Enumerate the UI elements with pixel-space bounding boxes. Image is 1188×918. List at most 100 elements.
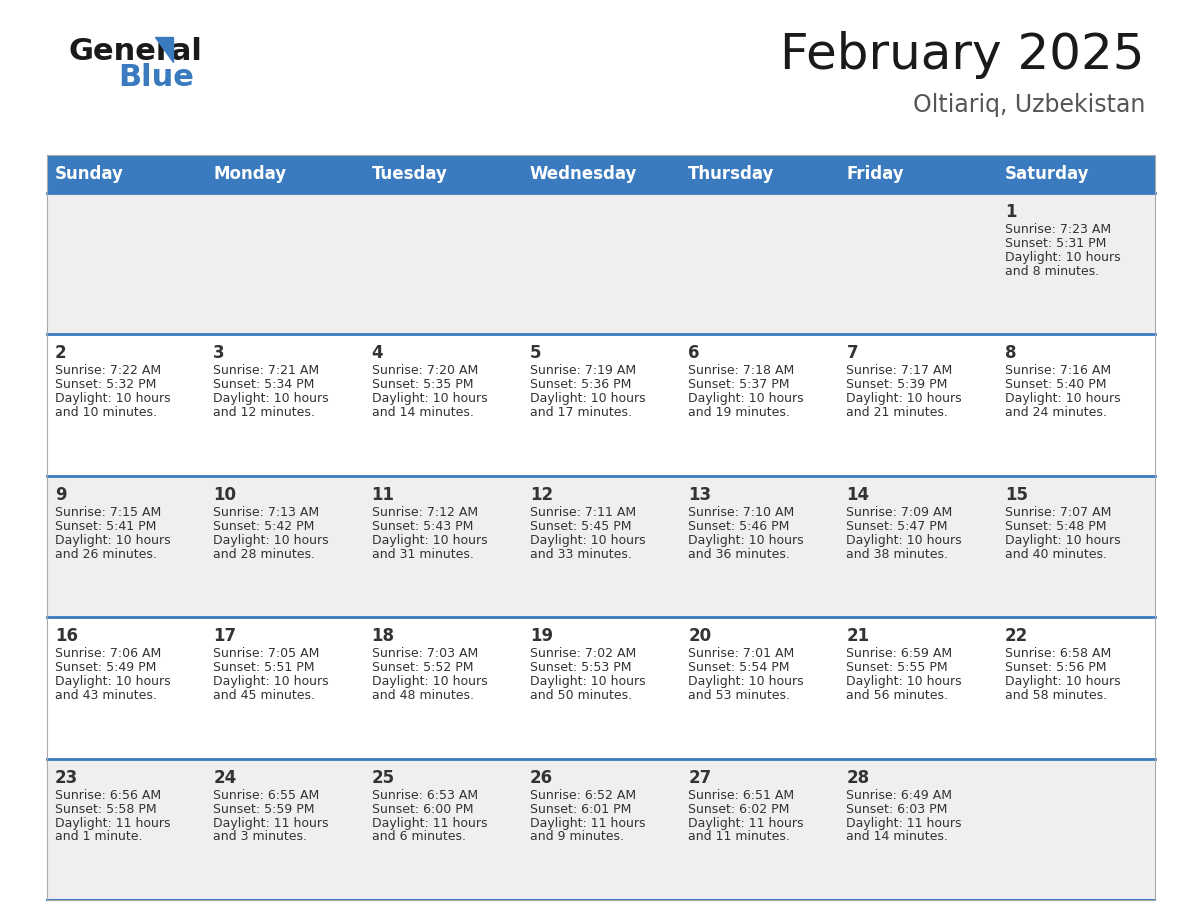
Text: 6: 6	[688, 344, 700, 363]
Text: Sunrise: 6:53 AM: Sunrise: 6:53 AM	[372, 789, 478, 801]
Text: and 28 minutes.: and 28 minutes.	[214, 548, 315, 561]
Text: Sunset: 5:52 PM: Sunset: 5:52 PM	[372, 661, 473, 674]
Bar	[48, 155, 1155, 900]
Text: Sunset: 5:46 PM: Sunset: 5:46 PM	[688, 520, 790, 532]
Text: 26: 26	[530, 768, 552, 787]
Text: 23: 23	[55, 768, 78, 787]
Text: 27: 27	[688, 768, 712, 787]
Text: Daylight: 10 hours: Daylight: 10 hours	[55, 533, 171, 547]
Text: 19: 19	[530, 627, 552, 645]
Text: Daylight: 11 hours: Daylight: 11 hours	[55, 816, 171, 830]
Text: Saturday: Saturday	[1005, 165, 1089, 183]
Text: Daylight: 10 hours: Daylight: 10 hours	[55, 392, 171, 406]
Text: Sunrise: 7:19 AM: Sunrise: 7:19 AM	[530, 364, 636, 377]
Text: Sunday: Sunday	[55, 165, 124, 183]
Text: Daylight: 11 hours: Daylight: 11 hours	[688, 816, 803, 830]
Text: 24: 24	[214, 768, 236, 787]
Text: Sunset: 5:54 PM: Sunset: 5:54 PM	[688, 661, 790, 674]
Text: Daylight: 10 hours: Daylight: 10 hours	[688, 392, 804, 406]
Text: Sunrise: 7:13 AM: Sunrise: 7:13 AM	[214, 506, 320, 519]
Text: 9: 9	[55, 486, 67, 504]
Text: Daylight: 10 hours: Daylight: 10 hours	[372, 533, 487, 547]
Text: 20: 20	[688, 627, 712, 645]
Text: Sunset: 5:34 PM: Sunset: 5:34 PM	[214, 378, 315, 391]
Text: 1: 1	[1005, 203, 1016, 221]
Text: 28: 28	[846, 768, 870, 787]
Text: Daylight: 11 hours: Daylight: 11 hours	[214, 816, 329, 830]
Text: 11: 11	[372, 486, 394, 504]
Text: Sunrise: 7:17 AM: Sunrise: 7:17 AM	[846, 364, 953, 377]
Text: 4: 4	[372, 344, 384, 363]
Text: Daylight: 10 hours: Daylight: 10 hours	[1005, 675, 1120, 688]
Text: Daylight: 10 hours: Daylight: 10 hours	[372, 675, 487, 688]
Text: Sunset: 5:36 PM: Sunset: 5:36 PM	[530, 378, 631, 391]
Text: Daylight: 10 hours: Daylight: 10 hours	[846, 392, 962, 406]
Text: Daylight: 10 hours: Daylight: 10 hours	[55, 675, 171, 688]
Bar	[48, 193, 1155, 334]
Text: Sunrise: 7:10 AM: Sunrise: 7:10 AM	[688, 506, 795, 519]
Text: Sunrise: 7:01 AM: Sunrise: 7:01 AM	[688, 647, 795, 660]
Text: 21: 21	[846, 627, 870, 645]
Text: Sunset: 5:51 PM: Sunset: 5:51 PM	[214, 661, 315, 674]
Text: Sunset: 5:53 PM: Sunset: 5:53 PM	[530, 661, 631, 674]
Text: Sunrise: 6:55 AM: Sunrise: 6:55 AM	[214, 789, 320, 801]
Text: Daylight: 10 hours: Daylight: 10 hours	[846, 675, 962, 688]
Text: 17: 17	[214, 627, 236, 645]
Text: 12: 12	[530, 486, 552, 504]
Text: and 53 minutes.: and 53 minutes.	[688, 689, 790, 702]
Text: and 38 minutes.: and 38 minutes.	[846, 548, 948, 561]
Text: Daylight: 11 hours: Daylight: 11 hours	[530, 816, 645, 830]
Text: and 3 minutes.: and 3 minutes.	[214, 831, 308, 844]
Text: Sunset: 5:39 PM: Sunset: 5:39 PM	[846, 378, 948, 391]
Text: Blue: Blue	[118, 63, 194, 93]
Text: Sunrise: 7:11 AM: Sunrise: 7:11 AM	[530, 506, 636, 519]
Text: Sunrise: 6:51 AM: Sunrise: 6:51 AM	[688, 789, 795, 801]
Text: Daylight: 10 hours: Daylight: 10 hours	[530, 392, 645, 406]
Text: and 6 minutes.: and 6 minutes.	[372, 831, 466, 844]
Text: and 11 minutes.: and 11 minutes.	[688, 831, 790, 844]
Text: Sunset: 5:47 PM: Sunset: 5:47 PM	[846, 520, 948, 532]
Text: Sunset: 6:02 PM: Sunset: 6:02 PM	[688, 802, 790, 815]
Bar	[48, 155, 1155, 193]
Text: Sunset: 6:03 PM: Sunset: 6:03 PM	[846, 802, 948, 815]
Text: and 1 minute.: and 1 minute.	[55, 831, 143, 844]
Text: Daylight: 10 hours: Daylight: 10 hours	[214, 392, 329, 406]
Text: 5: 5	[530, 344, 542, 363]
Text: 15: 15	[1005, 486, 1028, 504]
Text: and 43 minutes.: and 43 minutes.	[55, 689, 157, 702]
Bar	[48, 617, 1155, 758]
Text: and 12 minutes.: and 12 minutes.	[214, 407, 315, 420]
Text: Sunrise: 7:20 AM: Sunrise: 7:20 AM	[372, 364, 478, 377]
Text: Sunrise: 7:07 AM: Sunrise: 7:07 AM	[1005, 506, 1111, 519]
Text: Sunrise: 7:22 AM: Sunrise: 7:22 AM	[55, 364, 162, 377]
Text: Sunset: 5:40 PM: Sunset: 5:40 PM	[1005, 378, 1106, 391]
Text: Daylight: 10 hours: Daylight: 10 hours	[214, 533, 329, 547]
Text: Sunrise: 7:12 AM: Sunrise: 7:12 AM	[372, 506, 478, 519]
Text: 22: 22	[1005, 627, 1028, 645]
Text: Wednesday: Wednesday	[530, 165, 637, 183]
Text: Sunset: 5:41 PM: Sunset: 5:41 PM	[55, 520, 157, 532]
Text: 8: 8	[1005, 344, 1016, 363]
Text: Daylight: 10 hours: Daylight: 10 hours	[846, 533, 962, 547]
Text: and 31 minutes.: and 31 minutes.	[372, 548, 474, 561]
Text: Sunrise: 7:15 AM: Sunrise: 7:15 AM	[55, 506, 162, 519]
Text: 10: 10	[214, 486, 236, 504]
Text: and 9 minutes.: and 9 minutes.	[530, 831, 624, 844]
Text: Sunset: 5:59 PM: Sunset: 5:59 PM	[214, 802, 315, 815]
Polygon shape	[154, 37, 173, 62]
Text: Monday: Monday	[214, 165, 286, 183]
Text: Sunset: 5:55 PM: Sunset: 5:55 PM	[846, 661, 948, 674]
Text: and 21 minutes.: and 21 minutes.	[846, 407, 948, 420]
Text: 2: 2	[55, 344, 67, 363]
Bar	[48, 476, 1155, 617]
Text: and 48 minutes.: and 48 minutes.	[372, 689, 474, 702]
Text: 3: 3	[214, 344, 225, 363]
Text: Sunrise: 6:52 AM: Sunrise: 6:52 AM	[530, 789, 636, 801]
Text: and 19 minutes.: and 19 minutes.	[688, 407, 790, 420]
Text: General: General	[68, 38, 202, 66]
Text: Sunset: 5:58 PM: Sunset: 5:58 PM	[55, 802, 157, 815]
Text: Oltiariq, Uzbekistan: Oltiariq, Uzbekistan	[912, 93, 1145, 117]
Text: Daylight: 10 hours: Daylight: 10 hours	[1005, 533, 1120, 547]
Text: and 8 minutes.: and 8 minutes.	[1005, 265, 1099, 278]
Text: and 10 minutes.: and 10 minutes.	[55, 407, 157, 420]
